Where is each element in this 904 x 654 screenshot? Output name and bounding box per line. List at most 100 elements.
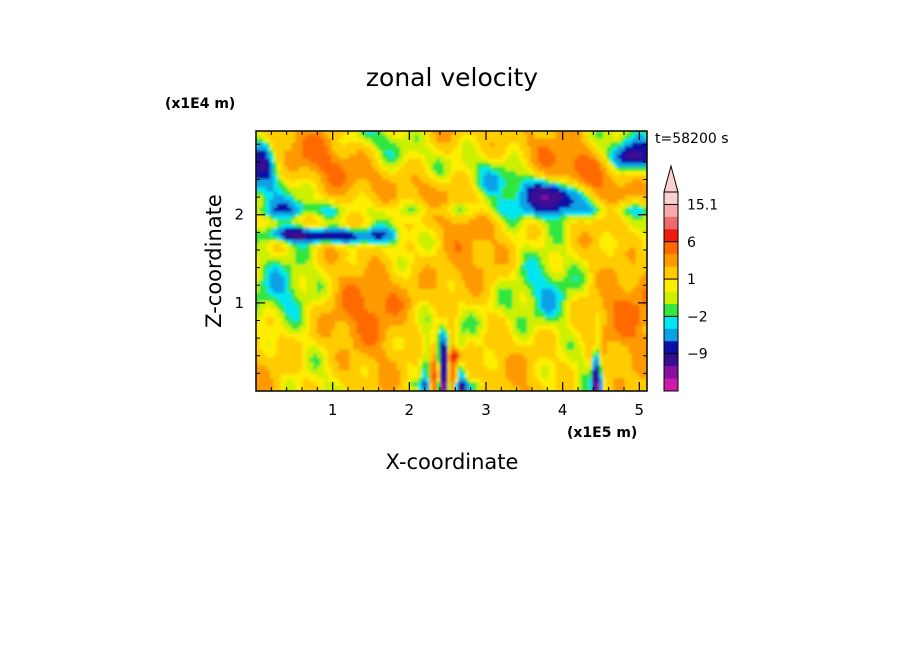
contour-cell: [563, 207, 568, 213]
contour-cell: [621, 199, 626, 205]
contour-cell: [592, 175, 597, 181]
contour-cell: [526, 288, 532, 295]
contour-cell: [371, 272, 377, 278]
contour-cell: [259, 292, 264, 299]
contour-cell: [429, 138, 434, 144]
contour-cell: [472, 207, 478, 213]
contour-cell: [407, 175, 413, 181]
contour-cell: [306, 138, 311, 144]
contour-cell: [273, 227, 279, 234]
contour-cell: [581, 305, 587, 311]
contour-cell: [606, 276, 612, 282]
contour-cell: [262, 260, 268, 266]
contour-cell: [327, 223, 333, 230]
contour-cell: [476, 183, 482, 189]
contour-cell: [526, 134, 532, 140]
contour-cell: [490, 131, 496, 136]
contour-cell: [273, 244, 279, 250]
contour-cell: [335, 223, 340, 230]
contour-cell: [461, 146, 467, 152]
contour-cell: [378, 280, 384, 286]
contour-cell: [429, 309, 434, 315]
contour-cell: [606, 179, 612, 185]
contour-cell: [331, 150, 337, 156]
contour-cell: [425, 142, 431, 148]
contour-cell: [563, 292, 568, 299]
contour-cell: [494, 248, 500, 254]
contour-cell: [472, 264, 478, 270]
contour-cell: [407, 154, 413, 161]
contour-cell: [407, 162, 413, 169]
contour-cell: [425, 244, 431, 250]
contour-cell: [505, 272, 511, 278]
contour-cell: [418, 162, 424, 169]
contour-cell: [360, 256, 366, 262]
contour-cell: [277, 219, 282, 226]
contour-cell: [588, 309, 594, 315]
contour-cell: [327, 183, 333, 189]
contour-cell: [566, 158, 572, 165]
contour-cell: [287, 276, 293, 282]
contour-cell: [581, 219, 587, 226]
contour-cell: [324, 187, 330, 193]
contour-cell: [259, 215, 264, 221]
contour-cell: [588, 305, 594, 311]
contour-cell: [552, 288, 558, 295]
contour-cell: [592, 219, 597, 226]
contour-cell: [324, 158, 330, 165]
contour-cell: [316, 264, 322, 270]
contour-cell: [313, 154, 319, 161]
contour-cell: [306, 203, 311, 209]
contour-cell: [555, 142, 561, 148]
contour-cell: [291, 288, 297, 295]
contour-cell: [479, 292, 485, 299]
contour-cell: [411, 244, 416, 250]
contour-cell: [367, 280, 373, 286]
contour-cell: [353, 260, 358, 266]
contour-cell: [639, 154, 644, 161]
contour-cell: [364, 313, 369, 319]
contour-cell: [443, 272, 449, 278]
contour-cell: [313, 134, 319, 140]
contour-cell: [374, 187, 380, 193]
contour-cell: [465, 215, 471, 221]
contour-cell: [559, 296, 565, 303]
contour-cell: [414, 142, 420, 148]
contour-cell: [566, 272, 572, 278]
contour-cell: [345, 309, 351, 315]
contour-cell: [320, 134, 326, 140]
contour-cell: [530, 142, 536, 148]
contour-cell: [494, 158, 500, 165]
contour-cell: [440, 211, 445, 217]
contour-cell: [295, 219, 301, 226]
contour-cell: [595, 166, 601, 173]
contour-cell: [639, 268, 644, 274]
contour-cell: [595, 146, 601, 152]
contour-cell: [378, 248, 384, 254]
contour-cell: [324, 203, 330, 209]
contour-cell: [262, 231, 268, 238]
contour-cell: [490, 138, 496, 144]
contour-cell: [432, 280, 438, 286]
contour-cell: [385, 175, 391, 181]
contour-cell: [291, 134, 297, 140]
contour-cell: [371, 158, 377, 165]
contour-cell: [570, 166, 576, 173]
contour-cell: [530, 223, 536, 230]
contour-cell: [320, 240, 326, 246]
contour-cell: [313, 301, 319, 307]
contour-cell: [320, 223, 326, 230]
contour-cell: [432, 231, 438, 238]
contour-cell: [421, 227, 427, 234]
contour-cell: [356, 309, 362, 315]
contour-cell: [624, 146, 630, 152]
contour-cell: [440, 272, 445, 278]
contour-cell: [316, 288, 322, 295]
contour-cell: [335, 231, 340, 238]
contour-cell: [367, 179, 373, 185]
contour-cell: [345, 187, 351, 193]
contour-cell: [534, 252, 539, 258]
contour-cell: [526, 260, 532, 266]
contour-cell: [555, 240, 561, 246]
contour-cell: [526, 166, 532, 173]
